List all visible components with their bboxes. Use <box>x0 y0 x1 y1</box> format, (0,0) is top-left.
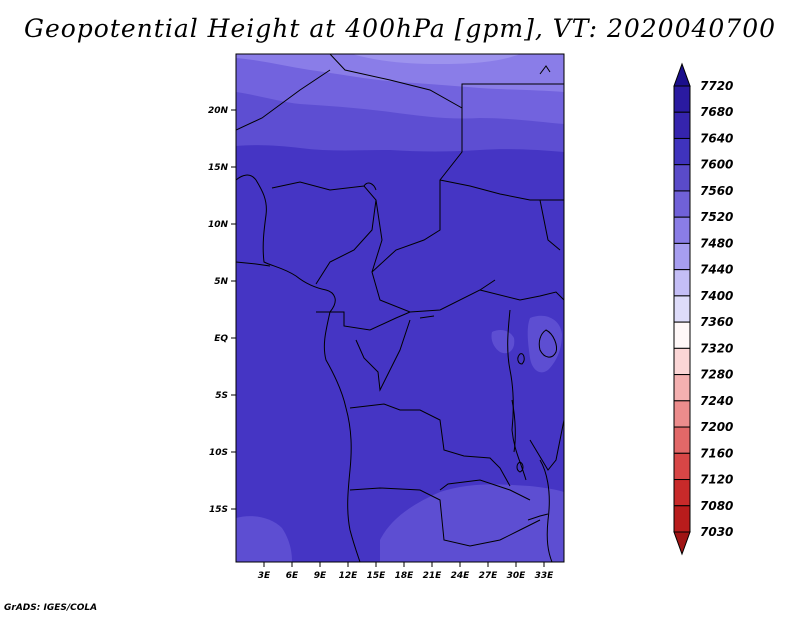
colorbar-label: 7520 <box>700 210 733 224</box>
colorbar-segment <box>673 452 691 481</box>
colorbar-segment <box>673 505 691 533</box>
lat-label: 10S <box>209 448 228 458</box>
colorbar-label: 7200 <box>700 420 733 434</box>
contour-anomaly-eastafrica <box>527 315 562 373</box>
colorbar-segment <box>673 111 691 139</box>
colorbar-label: 7440 <box>700 263 733 277</box>
border-namibia <box>349 487 541 547</box>
border-segment <box>236 261 271 267</box>
colorbar-segment <box>673 216 691 244</box>
border-libya <box>461 83 564 108</box>
map-frame <box>235 53 565 563</box>
lat-label: 20N <box>208 106 229 116</box>
lon-labels: 3E 6E 9E 12E 15E 18E 21E 24E 27E 30E 33E <box>258 571 554 581</box>
contour-anomaly-east <box>491 330 515 354</box>
lat-label: 5S <box>215 391 228 401</box>
colorbar-label: 7240 <box>700 394 733 408</box>
colorbar-label: 7120 <box>700 473 733 487</box>
colorbar-segment <box>673 85 691 113</box>
colorbar-label: 7280 <box>700 368 733 382</box>
colorbar-label: 7160 <box>700 446 733 460</box>
border-congo <box>355 319 411 392</box>
lake-tanganyika <box>511 399 516 453</box>
contour-band-7440-north <box>352 54 520 64</box>
contour-band-7560-south <box>380 484 564 562</box>
lat-label: 15N <box>208 163 229 173</box>
colorbar-segment <box>673 374 691 402</box>
lat-label: EQ <box>214 334 228 344</box>
lat-label: 5N <box>214 277 228 287</box>
colorbar-segment <box>673 347 691 376</box>
colorbar-label: 7680 <box>700 105 733 119</box>
axis-ticks <box>231 109 545 567</box>
colorbar-label: 7640 <box>700 131 733 145</box>
border-angola <box>349 403 511 487</box>
lake-kivu <box>517 353 525 365</box>
border-drc-north <box>479 289 564 301</box>
lon-label: 15E <box>367 571 387 581</box>
lon-label: 3E <box>258 571 271 581</box>
lon-label: 21E <box>423 571 443 581</box>
colorbar-bottom-triangle <box>673 531 691 556</box>
colorbar-segment <box>673 269 691 297</box>
colorbar-label: 7480 <box>700 236 733 250</box>
lat-label: 15S <box>209 505 228 515</box>
lon-label: 33E <box>535 571 555 581</box>
lat-labels: 20N 15N 10N 5N EQ 5S 10S 15S <box>208 106 229 515</box>
border-ethiopia <box>539 199 561 251</box>
colorbar-segment <box>673 321 691 349</box>
lake-mweru <box>516 461 524 473</box>
colorbar-label: 7600 <box>700 158 733 172</box>
colorbar-segment <box>673 479 691 507</box>
border-sudan <box>439 179 564 201</box>
colorbar-segment <box>673 426 691 454</box>
border-chad <box>371 199 383 273</box>
lon-label: 18E <box>395 571 415 581</box>
colorbar-label: 7720 <box>700 79 733 93</box>
colorbar-label: 7560 <box>700 184 733 198</box>
colorbar-segment <box>673 242 691 271</box>
lon-label: 6E <box>286 571 299 581</box>
border-north <box>300 54 496 313</box>
lon-label: 30E <box>507 571 527 581</box>
lon-label: 9E <box>314 571 327 581</box>
colorbar-segment <box>673 137 691 166</box>
lon-label: 12E <box>339 571 359 581</box>
border-gabon <box>316 311 411 331</box>
lat-label: 10N <box>208 220 229 230</box>
border-tanzania <box>529 419 564 471</box>
grads-credit: GrADS: IGES/COLA <box>4 603 98 613</box>
border-northwest <box>236 69 331 131</box>
lon-label: 27E <box>479 571 499 581</box>
map-boundaries <box>236 54 564 562</box>
border-rift <box>507 309 527 481</box>
contour-band-7480-north <box>236 54 564 92</box>
border-zambia <box>439 479 531 501</box>
colorbar-segment <box>673 295 691 323</box>
colorbar-segment <box>673 190 691 218</box>
colorbar-label: 7080 <box>700 499 733 513</box>
map-title: Geopotential Height at 400hPa [gpm], VT:… <box>23 14 777 43</box>
colorbar-label: 7400 <box>700 289 733 303</box>
colorbar-label: 7320 <box>700 341 733 355</box>
contour-band-7560-southwest <box>236 516 292 562</box>
colorbar-top-triangle <box>673 62 691 87</box>
lake-kariba <box>527 513 549 521</box>
colorbar-segment <box>673 400 691 428</box>
coastline-west <box>236 174 361 562</box>
river-segment <box>419 315 435 319</box>
colorbar: 7720 7680 7640 7600 7560 7520 7480 7440 7400 7360… <box>673 62 733 556</box>
lon-label: 24E <box>451 571 471 581</box>
lake-victoria <box>538 329 557 358</box>
coast-northeast <box>539 65 551 75</box>
coastline-east <box>539 459 553 562</box>
colorbar-segment <box>673 164 691 192</box>
colorbar-label: 7360 <box>700 315 733 329</box>
lake-chad <box>363 182 377 191</box>
colorbar-label: 7030 <box>700 525 733 539</box>
